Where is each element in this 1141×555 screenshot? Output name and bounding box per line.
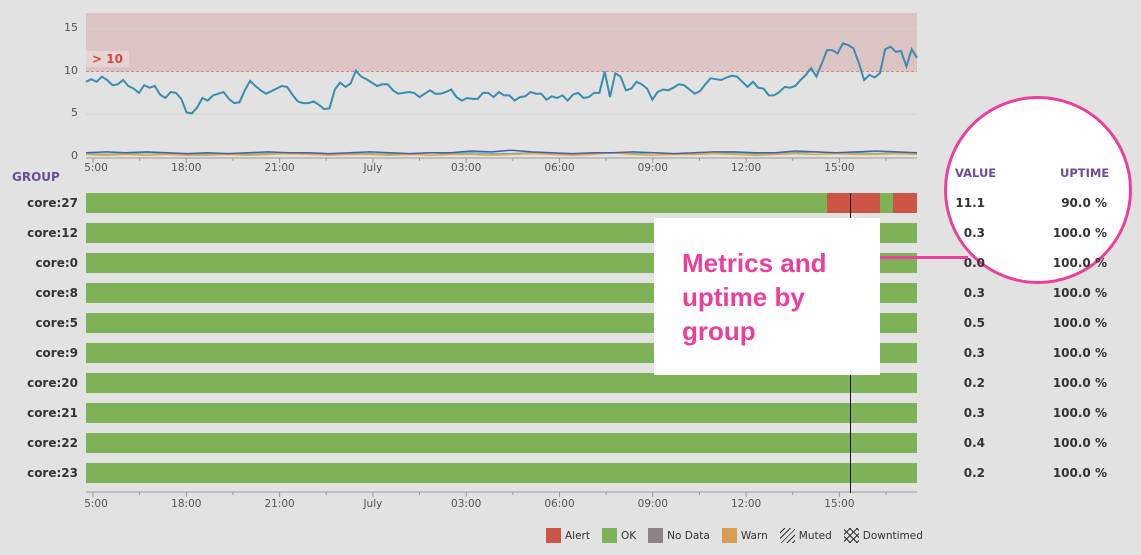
group-label[interactable]: core:23 — [27, 466, 78, 480]
group-uptime: 100.0 % — [1052, 436, 1107, 450]
x-tick-label: 09:00 — [637, 162, 668, 174]
x-tick-label: 09:00 — [637, 498, 668, 510]
annotation-callout: Metrics and uptime by group — [654, 218, 880, 375]
x-tick-label: 18:00 — [171, 498, 202, 510]
group-value: 11.1 — [955, 196, 985, 210]
group-value: 0.0 — [963, 256, 985, 270]
group-label[interactable]: core:8 — [35, 286, 78, 300]
downtimed-swatch-icon — [843, 528, 859, 543]
legend-label: Alert — [565, 529, 590, 542]
group-uptime: 100.0 % — [1052, 346, 1107, 360]
group-uptime: 100.0 % — [1052, 226, 1107, 240]
alert-swatch-icon — [546, 528, 561, 543]
muted-swatch-icon — [779, 528, 795, 543]
group-uptime: 100.0 % — [1052, 466, 1107, 480]
group-uptime: 100.0 % — [1052, 256, 1107, 270]
warn-swatch-icon — [721, 528, 737, 543]
group-header: GROUP — [12, 170, 60, 184]
x-tick-label: 5:00 — [84, 162, 108, 174]
x-tick-label: 03:00 — [451, 162, 482, 174]
y-tick-label: 0 — [71, 149, 78, 162]
highlight-circle — [944, 96, 1132, 284]
legend-item-alert: Alert — [546, 528, 590, 543]
legend-item-ok: OK — [602, 528, 636, 543]
x-tick-label: 18:00 — [171, 162, 202, 174]
group-uptime: 100.0 % — [1052, 376, 1107, 390]
group-label[interactable]: core:12 — [27, 226, 78, 240]
y-tick-label: 5 — [71, 106, 78, 120]
legend-label: Muted — [798, 529, 832, 542]
x-tick-label: 06:00 — [544, 162, 575, 174]
uptime-bar[interactable] — [86, 463, 917, 483]
legend-label: Warn — [740, 529, 768, 542]
timeseries-chart — [85, 13, 918, 497]
group-value: 0.2 — [963, 376, 985, 390]
status-segment-ok[interactable] — [86, 193, 828, 213]
x-tick-label: July — [363, 498, 383, 510]
group-label[interactable]: core:5 — [35, 316, 78, 330]
x-tick-label: 21:00 — [264, 498, 295, 510]
uptime-bar[interactable] — [86, 193, 917, 213]
legend-label: Downtimed — [862, 529, 923, 542]
group-uptime: 100.0 % — [1052, 316, 1107, 330]
legend-item-muted: Muted — [779, 528, 832, 543]
uptime-bar[interactable] — [86, 433, 917, 453]
group-label[interactable]: core:21 — [27, 406, 78, 420]
legend-label: OK — [621, 529, 637, 542]
group-value: 0.3 — [963, 346, 985, 360]
nodata-swatch-icon — [648, 528, 664, 543]
x-tick-label: 5:00 — [84, 498, 108, 510]
series-line — [85, 151, 918, 157]
group-uptime: 100.0 % — [1052, 286, 1107, 300]
x-tick-label: 03:00 — [451, 498, 482, 510]
group-value: 0.3 — [963, 226, 985, 240]
group-label[interactable]: core:9 — [35, 346, 78, 360]
x-tick-label: 12:00 — [730, 498, 762, 510]
x-tick-label: 12:00 — [730, 162, 762, 174]
uptime-bar[interactable] — [86, 373, 917, 393]
status-segment-alert[interactable] — [827, 193, 880, 213]
group-label[interactable]: core:0 — [35, 256, 78, 270]
group-value: 0.3 — [963, 286, 985, 300]
legend: Alert OK No Data Warn Muted Downtimed — [546, 528, 935, 543]
group-value: 0.5 — [963, 316, 985, 330]
status-segment-alert[interactable] — [892, 193, 917, 213]
legend-item-warn: Warn — [721, 528, 768, 543]
annotation-text: Metrics and uptime by group — [682, 248, 827, 346]
group-value: 0.4 — [963, 436, 985, 450]
series-line — [85, 42, 918, 115]
value-column-header[interactable]: VALUE — [955, 166, 997, 180]
x-tick-label: 06:00 — [544, 498, 575, 510]
ok-swatch-icon — [602, 528, 617, 543]
y-tick-label: 15 — [64, 20, 78, 34]
group-label[interactable]: core:20 — [27, 376, 78, 390]
status-segment-ok[interactable] — [879, 193, 893, 213]
threshold-label: > 10 — [86, 51, 129, 67]
group-value: 0.3 — [963, 406, 985, 420]
group-label[interactable]: core:27 — [27, 196, 78, 210]
x-tick-label: 21:00 — [264, 162, 295, 174]
y-tick-label: 10 — [64, 63, 78, 77]
group-value: 0.2 — [963, 466, 985, 480]
group-uptime: 100.0 % — [1052, 406, 1107, 420]
series-line — [85, 149, 918, 155]
x-tick-label: July — [363, 162, 383, 174]
x-tick-label: 15:00 — [824, 162, 855, 174]
uptime-column-header[interactable]: UPTIME — [1060, 166, 1110, 180]
callout-connector — [872, 256, 968, 259]
group-label[interactable]: core:22 — [27, 436, 78, 450]
legend-item-nodata: No Data — [648, 528, 710, 543]
legend-item-downtimed: Downtimed — [843, 528, 923, 543]
legend-label: No Data — [667, 529, 710, 542]
x-tick-label: 15:00 — [824, 498, 855, 510]
uptime-bar[interactable] — [86, 403, 917, 423]
group-uptime: 90.0 % — [1061, 196, 1107, 210]
threshold-zone — [86, 13, 917, 72]
